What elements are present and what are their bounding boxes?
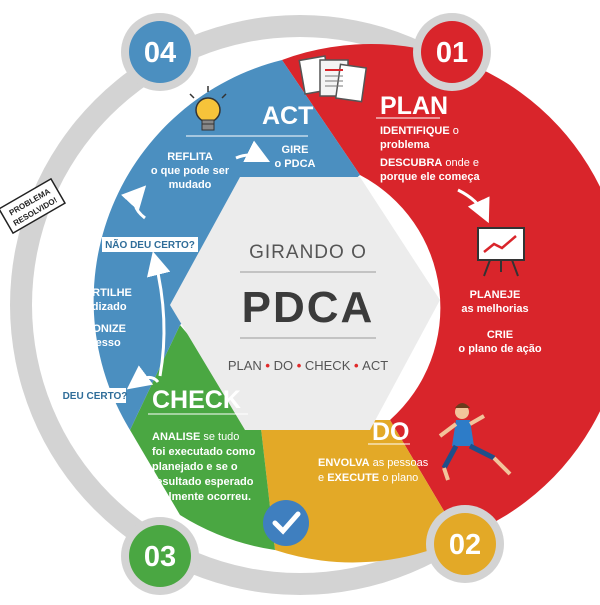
ok-label: DEU CERTO?: [63, 391, 128, 402]
lightbulb-icon: [189, 86, 227, 131]
runner-icon: [438, 403, 512, 481]
act-text-changed: mudado: [169, 179, 212, 191]
plan-text-create: CRIE: [487, 329, 513, 341]
act-text-change: o que pode ser: [151, 165, 230, 177]
ok-tag: [64, 388, 126, 403]
subtitle-do: DO: [274, 358, 294, 373]
act-text-standardize: PADRONIZE: [62, 323, 126, 335]
plan-sector: [282, 43, 600, 538]
not-ok-tag: [102, 237, 198, 252]
act-arrow-ok-up: [53, 351, 77, 385]
do-sector: [260, 420, 460, 563]
plan-text-discover: DESCUBRA onde e: [380, 157, 479, 169]
plan-text-problem: problema: [380, 139, 430, 151]
act-text-pdca: o PDCA: [275, 158, 316, 170]
subtitle-act: ACT: [362, 358, 388, 373]
plan-curved-arrow: [457, 188, 490, 224]
check-title: CHECK: [152, 386, 241, 414]
act-arrow-check-to-notok: [146, 251, 171, 377]
act-text-reflect: REFLITA: [167, 151, 213, 163]
badge-03-number: 03: [144, 541, 176, 573]
checkmark-icon: [263, 500, 309, 546]
center-hexagon: [170, 177, 440, 430]
badge-01-number: 01: [436, 37, 468, 69]
plan-title: PLAN: [380, 92, 448, 120]
check-text-planned: planejado e se o: [152, 461, 238, 473]
badge-01: 01: [413, 13, 491, 91]
check-text-expected: resultado esperado: [152, 476, 254, 488]
plan-text-identify: IDENTIFIQUE o: [380, 125, 459, 137]
center-top-text: GIRANDO O: [249, 242, 367, 263]
act-arrow-check-to-ok: [126, 365, 160, 390]
not-ok-label: NÃO DEU CERTO?: [105, 238, 195, 251]
plan-text-action-plan: o plano de ação: [458, 343, 541, 355]
do-text-involve: ENVOLVA as pessoas: [318, 457, 429, 469]
center-title: PDCA: [242, 283, 375, 332]
chart-board-icon: [477, 227, 525, 277]
subtitle-plan: PLAN: [228, 358, 262, 373]
plan-text-plan: PLANEJE: [470, 289, 521, 301]
badge-03: 03: [121, 517, 199, 595]
plan-text-improvements: as melhorias: [461, 303, 528, 315]
do-text-execute: e EXECUTE o plano: [318, 472, 418, 484]
act-arrow-up: [121, 185, 147, 220]
act-arrow-to-gire: [235, 140, 271, 163]
subtitle-check: CHECK: [305, 358, 351, 373]
problem-solved-stamp: PROBLEMA RESOLVIDO!: [0, 177, 67, 235]
documents-icon: [298, 55, 368, 103]
act-text-process: o processo: [62, 337, 121, 349]
badge-04: 04: [121, 13, 199, 91]
badge-04-number: 04: [144, 37, 176, 69]
check-text-occurred: realmente ocorreu.: [152, 491, 251, 503]
act-text-learning: o aprendizado: [52, 301, 127, 313]
act-title: ACT: [262, 102, 313, 130]
badge-02: 02: [426, 505, 504, 583]
center-subtitle: PLAN • DO • CHECK • ACT: [228, 358, 388, 373]
check-text-executed: foi executado como: [152, 446, 256, 458]
check-text-analyze: ANALISE se tudo: [152, 431, 239, 443]
act-text-share: COMPARTILHE: [52, 287, 132, 299]
badge-02-number: 02: [449, 529, 481, 561]
act-text-turn: GIRE: [282, 144, 309, 156]
do-title: DO: [372, 418, 410, 446]
act-arrow-left-up: [46, 214, 72, 281]
plan-text-origin: porque ele começa: [380, 171, 481, 183]
check-sector: [130, 325, 275, 550]
